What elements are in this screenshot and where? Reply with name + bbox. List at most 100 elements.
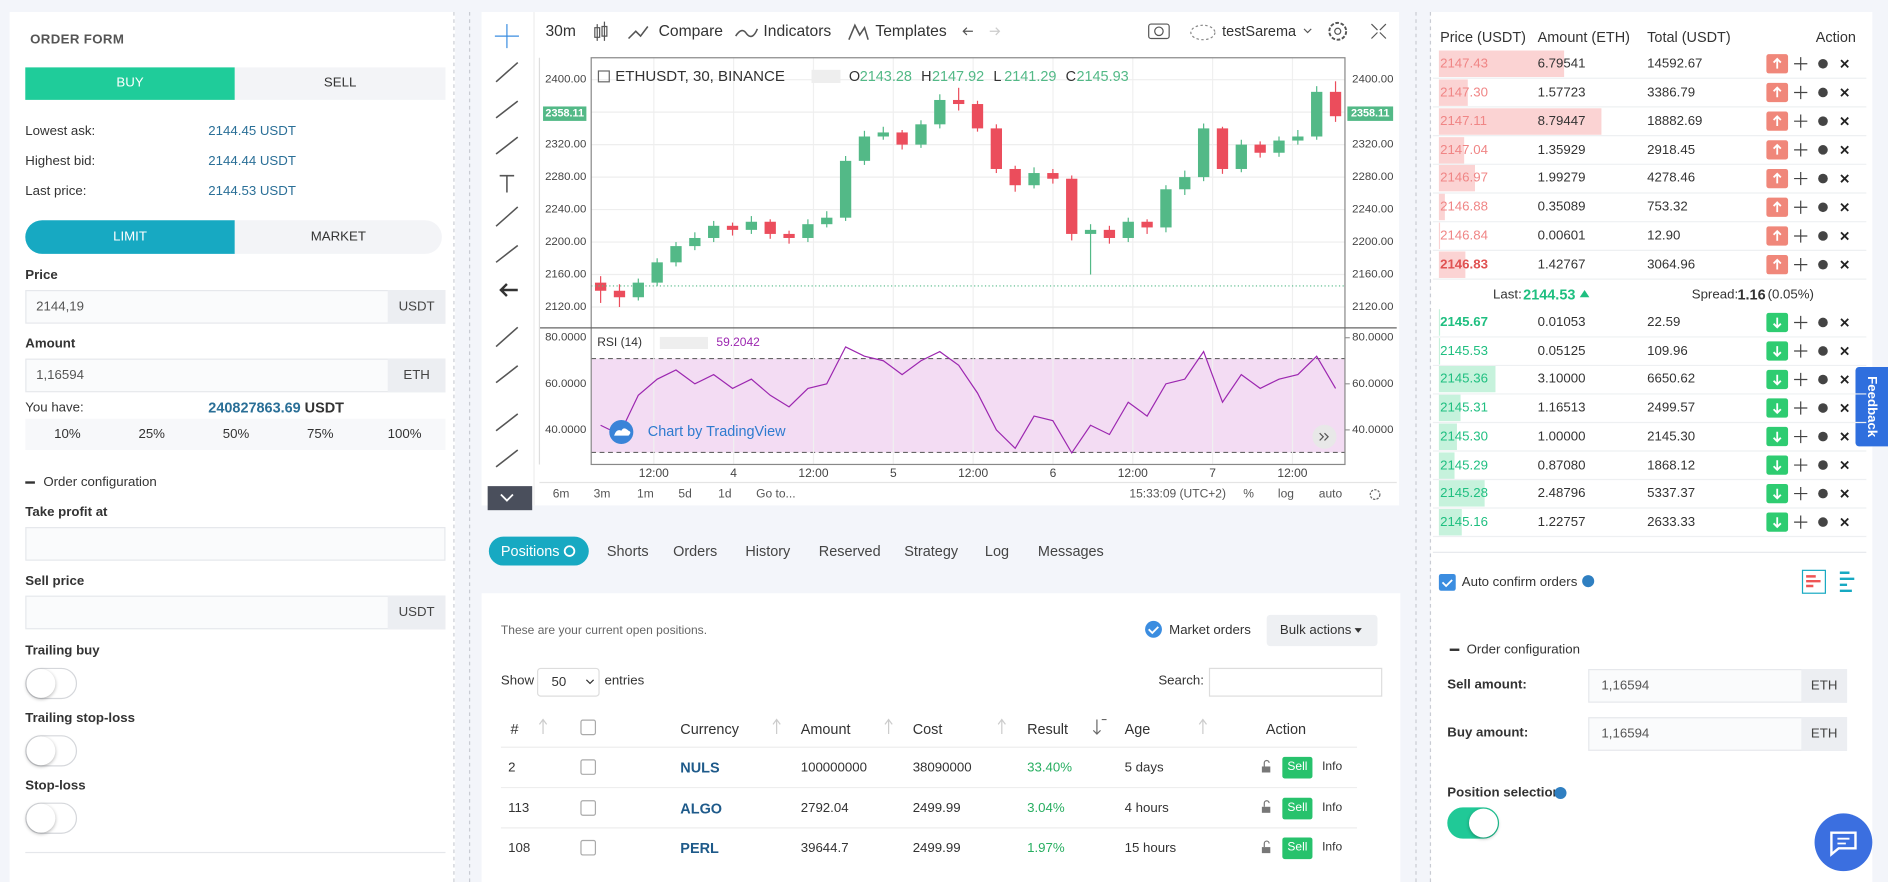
input[interactable]	[25, 289, 446, 324]
total: 2918.45	[1647, 142, 1696, 158]
column-header[interactable]: Amount	[800, 720, 851, 738]
side-tab[interactable]: SELL	[234, 67, 446, 100]
label: Position selection	[1447, 785, 1561, 801]
tab[interactable]: Reserved	[818, 542, 881, 560]
checkbox[interactable]	[1145, 620, 1162, 638]
tab[interactable]: Log	[984, 542, 1010, 560]
feedback-label[interactable]: Feedback	[1864, 376, 1879, 438]
price: 2145.29	[1440, 457, 1488, 473]
column-header: Price (USDT)	[1440, 28, 1526, 46]
depth-bar	[1438, 366, 1496, 393]
currency-link[interactable]: PERL	[680, 839, 719, 857]
info-value: 2144.53 USDT	[208, 184, 296, 199]
tab[interactable]: Positions	[500, 542, 560, 560]
amount: 1.42767	[1537, 257, 1586, 272]
select-value[interactable]: 50	[551, 675, 567, 690]
toolbar-button[interactable]: Templates	[875, 21, 947, 40]
panel-title: ORDER FORM	[30, 32, 125, 47]
amount: 6.79541	[1537, 56, 1586, 71]
amount: 0.35089	[1537, 200, 1586, 215]
total: 12.90	[1647, 228, 1681, 244]
label: Buy amount:	[1447, 725, 1529, 741]
result: 3.04%	[1027, 800, 1065, 816]
checkbox[interactable]	[580, 719, 597, 736]
info-value: 2144.44 USDT	[208, 154, 296, 169]
type-tab[interactable]: LIMIT	[25, 220, 235, 254]
side-tab[interactable]: BUY	[25, 67, 235, 100]
label[interactable]: Market orders	[1169, 623, 1251, 638]
currency-link[interactable]: NULS	[680, 759, 720, 777]
label: 2792.04	[800, 800, 849, 816]
price: 2146.83	[1440, 257, 1488, 272]
percent-button[interactable]: 100%	[387, 427, 422, 442]
label: Sell amount:	[1447, 677, 1527, 692]
depth-bar	[1438, 423, 1458, 450]
section-title[interactable]: Order configuration	[1466, 642, 1580, 657]
toolbar-button[interactable]: 30m	[545, 21, 576, 40]
info-button[interactable]: Info	[1322, 841, 1343, 855]
tab[interactable]: Shorts	[606, 542, 649, 560]
label: Take profit at	[25, 505, 108, 520]
spread: 1.16	[1737, 286, 1766, 304]
toggle-knob	[26, 736, 56, 766]
feedback-tab[interactable]	[1855, 366, 1888, 447]
sell-button[interactable]: Sell	[1282, 837, 1313, 860]
percent-row	[25, 418, 446, 451]
price: 2145.28	[1440, 486, 1488, 501]
currency-link[interactable]: ALGO	[680, 799, 723, 817]
select[interactable]	[537, 667, 600, 697]
percent-button[interactable]: 50%	[222, 427, 250, 442]
input[interactable]	[25, 595, 446, 630]
input[interactable]	[25, 527, 446, 561]
label[interactable]: Auto confirm orders	[1461, 575, 1578, 590]
sell-button[interactable]: Sell	[1282, 756, 1313, 779]
column-header[interactable]: Age	[1124, 720, 1151, 738]
toolbar-button[interactable]: testSarema	[1222, 22, 1297, 40]
depth-bar	[1438, 136, 1464, 164]
input[interactable]	[25, 358, 446, 393]
section-title[interactable]: Order configuration	[43, 475, 157, 490]
amount: 1.57723	[1537, 85, 1586, 100]
price: 2145.30	[1440, 429, 1488, 444]
search-input[interactable]	[1208, 667, 1383, 697]
input-unit: USDT	[387, 595, 446, 630]
depth-bar	[1438, 451, 1455, 479]
tab[interactable]: History	[745, 542, 791, 560]
price: 2146.84	[1440, 228, 1488, 244]
label: Sell price	[25, 573, 85, 589]
button-label[interactable]: Bulk actions	[1279, 623, 1352, 638]
toolbar-button[interactable]: Indicators	[763, 21, 832, 40]
amount: 1.16513	[1537, 400, 1586, 416]
toggle-knob	[26, 669, 56, 698]
percent-button[interactable]: 25%	[138, 427, 165, 442]
column-header: Total (USDT)	[1647, 28, 1731, 46]
column-header[interactable]: Currency	[680, 720, 739, 738]
tab[interactable]: Messages	[1037, 542, 1104, 560]
total: 2145.30	[1647, 429, 1696, 444]
label: Trailing buy	[25, 643, 100, 659]
label: 100000000	[800, 760, 868, 775]
checkbox[interactable]	[1438, 573, 1456, 591]
label: Trailing stop-loss	[25, 711, 135, 726]
info-button[interactable]: Info	[1322, 800, 1343, 815]
amount: 1.22757	[1537, 514, 1586, 530]
total: 4278.46	[1647, 171, 1696, 186]
tab[interactable]: Strategy	[904, 542, 959, 560]
column-header[interactable]: Cost	[912, 720, 943, 738]
collapse-dash	[1449, 648, 1460, 651]
column-header[interactable]: Result	[1027, 720, 1069, 738]
percent-button[interactable]: 10%	[54, 427, 81, 442]
input-value: 1,16594	[1601, 726, 1650, 742]
type-tab[interactable]: MARKET	[234, 220, 442, 254]
info-button[interactable]: Info	[1322, 760, 1343, 774]
total: 6650.62	[1647, 372, 1696, 387]
toolbar-button[interactable]: Compare	[658, 21, 724, 40]
checkbox[interactable]	[580, 799, 597, 816]
percent-button[interactable]: 75%	[307, 427, 334, 442]
checkbox[interactable]	[580, 759, 597, 775]
tab[interactable]: Orders	[673, 542, 718, 560]
sell-button[interactable]: Sell	[1282, 797, 1313, 819]
column-header[interactable]: #	[510, 720, 519, 738]
checkbox[interactable]	[580, 839, 597, 856]
